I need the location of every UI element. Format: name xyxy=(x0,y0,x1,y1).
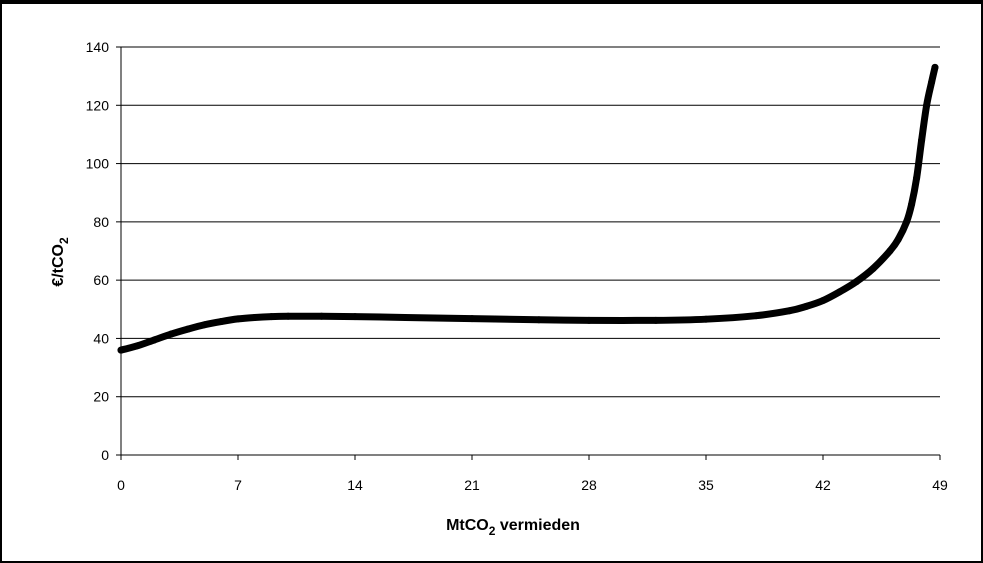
data-point-0-21 xyxy=(802,302,810,310)
axes xyxy=(116,46,941,460)
data-point-0-6 xyxy=(217,318,225,326)
data-point-0-2 xyxy=(150,336,158,344)
x-axis-title-main: MtCO xyxy=(446,517,489,534)
x-tick-label-7: 7 xyxy=(234,477,242,493)
data-point-0-25 xyxy=(869,264,877,272)
data-point-0-14 xyxy=(468,315,476,323)
data-point-0-1 xyxy=(134,342,142,350)
data-point-0-27 xyxy=(894,235,902,243)
x-axis-title-subscript: 2 xyxy=(489,524,496,538)
data-point-0-29 xyxy=(908,200,916,208)
data-point-0-18 xyxy=(702,315,710,323)
series-line-0 xyxy=(117,63,939,354)
y-tick-label-40: 40 xyxy=(93,330,109,346)
data-point-0-33 xyxy=(928,78,936,86)
data-point-0-5 xyxy=(201,321,209,329)
data-point-0-26 xyxy=(886,247,894,255)
data-point-0-34 xyxy=(931,63,939,71)
data-point-0-28 xyxy=(903,218,911,226)
data-point-0-8 xyxy=(251,313,259,321)
data-point-0-15 xyxy=(535,316,543,324)
grid-lines xyxy=(121,46,940,398)
data-point-0-31 xyxy=(918,136,926,144)
data-point-0-22 xyxy=(819,297,827,305)
x-tick-label-28: 28 xyxy=(581,477,597,493)
y-tick-label-80: 80 xyxy=(93,214,109,230)
data-point-0-24 xyxy=(852,278,860,286)
x-tick-label-14: 14 xyxy=(347,477,363,493)
data-point-0-0 xyxy=(117,346,125,354)
data-point-0-23 xyxy=(836,288,844,296)
y-tick-label-120: 120 xyxy=(86,97,110,113)
x-tick-label-0: 0 xyxy=(117,477,125,493)
data-point-0-20 xyxy=(786,307,794,315)
y-tick-label-0: 0 xyxy=(101,447,109,463)
data-point-0-30 xyxy=(913,174,921,182)
y-axis-title-subscript: 2 xyxy=(57,237,71,244)
y-tick-label-60: 60 xyxy=(93,272,109,288)
data-point-0-19 xyxy=(752,312,760,320)
y-axis-title-main: €/tCO xyxy=(50,244,67,287)
x-tick-label-21: 21 xyxy=(464,477,480,493)
series-layer xyxy=(117,63,939,354)
data-point-0-11 xyxy=(318,312,326,320)
data-point-0-13 xyxy=(401,313,409,321)
data-point-0-3 xyxy=(167,330,175,338)
x-tick-label-35: 35 xyxy=(698,477,714,493)
x-tick-label-42: 42 xyxy=(815,477,831,493)
y-axis-title: €/tCO2 xyxy=(50,237,71,287)
data-point-0-12 xyxy=(351,313,359,321)
x-tick-label-49: 49 xyxy=(932,477,948,493)
data-point-0-16 xyxy=(585,316,593,324)
y-tick-label-140: 140 xyxy=(86,39,110,55)
x-axis-title: MtCO2 vermieden xyxy=(446,517,580,538)
y-tick-label-20: 20 xyxy=(93,389,109,405)
data-point-0-4 xyxy=(184,325,192,333)
data-point-0-17 xyxy=(652,316,660,324)
data-point-0-10 xyxy=(284,312,292,320)
tick-labels: 0 20 40 60 80 100 120 140 0 7 14 21 28 35 42 49 xyxy=(86,39,948,493)
data-point-0-32 xyxy=(923,101,931,109)
data-point-0-9 xyxy=(267,313,275,321)
y-tick-label-100: 100 xyxy=(86,156,110,172)
x-axis-title-rest: vermieden xyxy=(495,517,579,534)
data-point-0-7 xyxy=(234,315,242,323)
